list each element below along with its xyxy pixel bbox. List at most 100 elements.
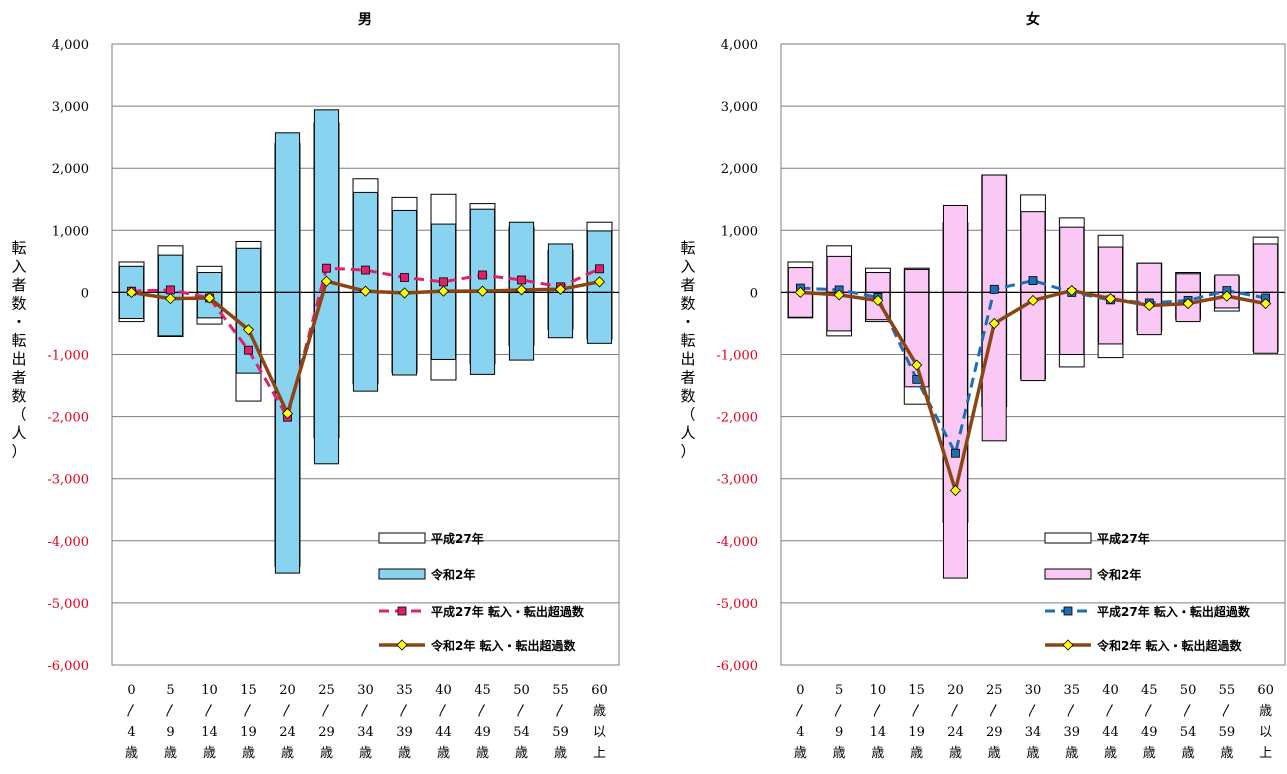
y-tick-label: -5,000	[47, 597, 89, 612]
x-tick-label: 30	[1025, 683, 1042, 698]
y-axis-label-char: 転	[11, 239, 26, 257]
bar-outflow	[391, 291, 418, 376]
data-point	[164, 293, 177, 305]
data-point	[517, 275, 526, 285]
bar-inflow	[352, 191, 379, 293]
data-point	[1104, 293, 1117, 305]
x-tick-label: 歳	[1182, 746, 1195, 761]
x-tick-label: 〳	[833, 704, 846, 719]
data-point	[949, 484, 962, 497]
x-tick-label: 20	[947, 683, 964, 698]
bar-inflow	[547, 243, 574, 293]
x-tick-label: 40	[1102, 683, 1119, 698]
data-point	[515, 284, 528, 296]
x-tick-label: 〳	[125, 704, 138, 719]
legend-marker	[1062, 639, 1074, 651]
legend-label: 令和2年 転入・転出超過数	[1096, 638, 1243, 653]
x-tick-label: 5	[166, 683, 174, 698]
x-tick-label: 40	[435, 683, 452, 698]
y-tick-label: 3,000	[52, 100, 89, 115]
x-tick-label: 44	[1102, 725, 1119, 740]
y-axis-label-char: （	[11, 406, 26, 424]
x-tick-label: 〳	[910, 704, 923, 719]
x-tick-label: 55	[552, 683, 569, 698]
bar-outflow	[469, 291, 496, 375]
data-point	[244, 345, 253, 355]
x-tick-label: 19	[908, 725, 925, 740]
bar-outflow	[274, 291, 301, 574]
x-tick-label: 30	[357, 683, 374, 698]
data-point	[322, 263, 331, 273]
x-tick-label: 〳	[281, 704, 294, 719]
x-tick-label: 49	[474, 725, 491, 740]
x-tick-label: 歳	[125, 746, 138, 761]
x-tick-label: 35	[1063, 683, 1080, 698]
bar-outflow	[547, 291, 574, 339]
x-tick-label: 〳	[320, 704, 333, 719]
data-point	[476, 285, 489, 297]
x-tick-label: 歳	[320, 746, 333, 761]
data-point	[988, 317, 1000, 330]
x-tick-label: 〳	[1026, 704, 1039, 719]
x-tick-label: 29	[986, 725, 1003, 740]
x-tick-label: 〳	[398, 704, 411, 719]
bar-inflow	[1136, 262, 1162, 293]
y-tick-label: 0	[750, 286, 758, 301]
data-point	[989, 284, 999, 294]
y-axis-label-char: （	[680, 406, 695, 424]
legend-swatch	[1044, 568, 1092, 580]
bar-inflow	[942, 204, 968, 293]
data-point	[1182, 298, 1194, 310]
data-point	[125, 286, 138, 298]
x-tick-label: 〳	[242, 704, 255, 719]
x-tick-label: 歳	[164, 746, 177, 761]
legend-marker	[397, 606, 407, 616]
data-point	[833, 289, 845, 301]
x-tick-label: 〳	[1182, 704, 1195, 719]
x-tick-label: 59	[1219, 725, 1236, 740]
bar-outflow	[586, 291, 613, 344]
legend-label: 平成27年	[431, 531, 484, 546]
x-tick-label: 24	[279, 725, 296, 740]
data-point	[593, 276, 606, 288]
y-axis-label-char: 出	[680, 350, 695, 368]
x-tick-label: 歳	[515, 746, 528, 761]
data-point	[281, 407, 294, 420]
y-axis-label-char: 入	[680, 258, 695, 276]
x-tick-label: 59	[552, 725, 569, 740]
x-tick-label: 歳	[1259, 704, 1272, 719]
data-point	[478, 270, 487, 280]
x-tick-label: 歳	[1026, 746, 1039, 761]
x-tick-label: 19	[240, 725, 257, 740]
y-tick-label: -4,000	[47, 535, 89, 550]
x-tick-label: 歳	[988, 746, 1001, 761]
data-point	[320, 275, 333, 287]
y-axis-label-char: 転	[11, 332, 26, 350]
y-tick-label: 4,000	[721, 38, 758, 53]
x-tick-label: 0	[127, 683, 135, 698]
x-tick-label: 9	[835, 725, 843, 740]
x-tick-label: 歳	[554, 746, 567, 761]
x-tick-label: 50	[513, 683, 530, 698]
y-axis-label-char: 数	[11, 387, 26, 405]
x-tick-label: 25	[318, 683, 335, 698]
y-axis-label-char: 数	[11, 295, 26, 313]
y-tick-label: 2,000	[52, 162, 89, 177]
legend-label: 平成27年 転入・転出超過数	[431, 604, 585, 619]
x-tick-label: 60	[591, 683, 608, 698]
data-point	[951, 448, 960, 458]
x-tick-label: 〳	[871, 704, 884, 719]
y-tick-label: -6,000	[47, 659, 89, 674]
x-tick-label: 10	[870, 683, 887, 698]
data-point	[554, 283, 567, 295]
x-tick-label: 〳	[988, 704, 1001, 719]
x-tick-label: 〳	[1143, 704, 1156, 719]
x-tick-label: 歳	[359, 746, 372, 761]
y-tick-label: -1,000	[47, 349, 89, 364]
bar-inflow	[391, 209, 418, 293]
legend-marker	[396, 639, 408, 651]
legend-label: 令和2年	[1096, 567, 1141, 582]
bar-outflow	[904, 291, 930, 388]
y-axis-label-char: ・	[11, 313, 26, 331]
